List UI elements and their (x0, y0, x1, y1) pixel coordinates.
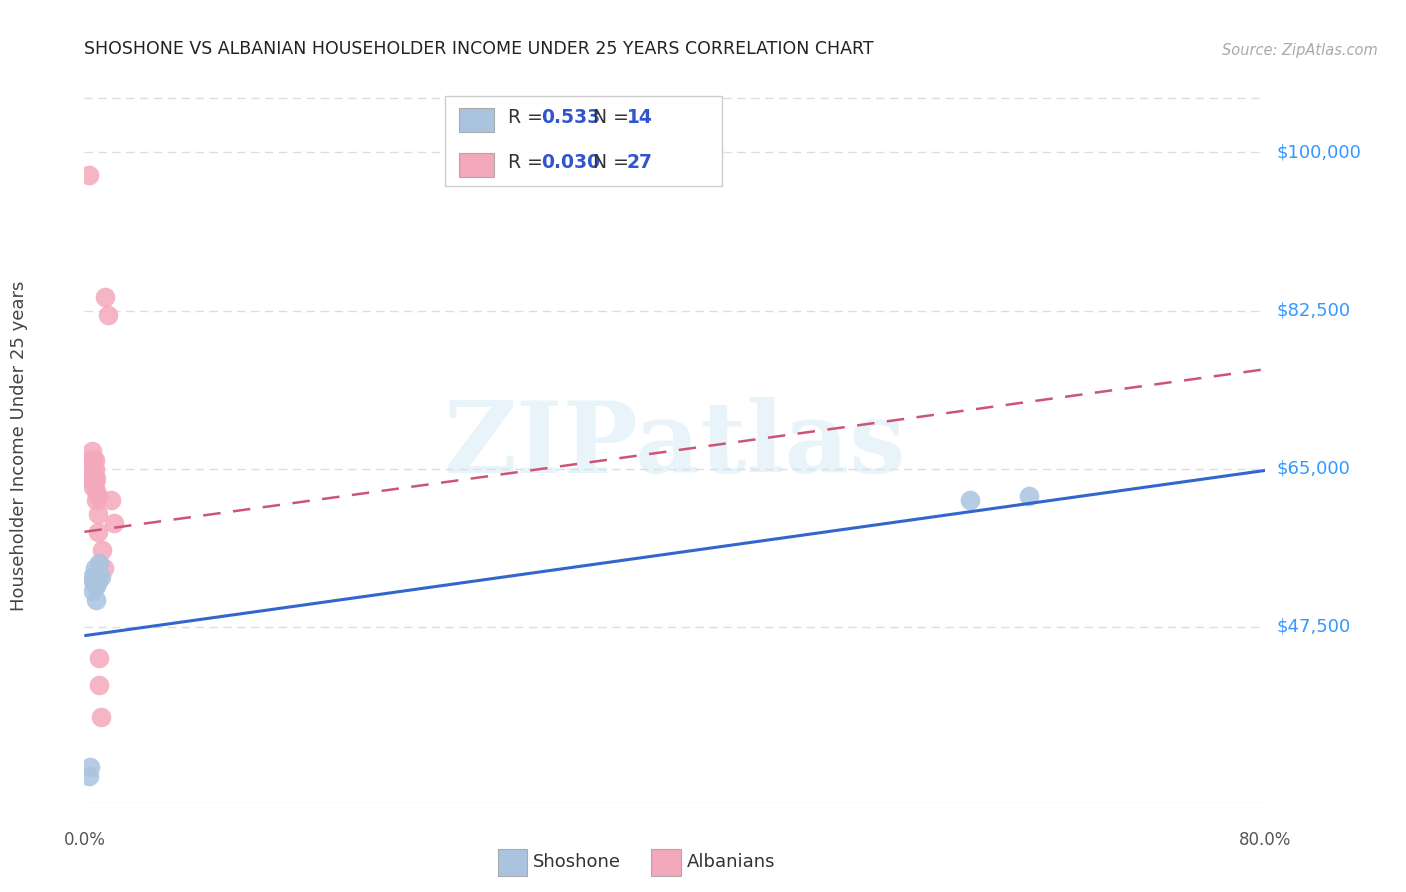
Text: 0.030: 0.030 (541, 153, 600, 172)
Text: 0.533: 0.533 (541, 108, 600, 128)
Text: $100,000: $100,000 (1277, 144, 1361, 161)
Point (80, 470, 103, 484)
Text: 27: 27 (627, 153, 652, 172)
Point (80, 443, 103, 458)
Point (84, 470, 107, 484)
Point (83, 561, 105, 575)
FancyBboxPatch shape (651, 849, 681, 876)
Point (77, 168, 100, 182)
Point (87, 678, 111, 692)
Point (80, 570, 103, 584)
Point (84, 493, 107, 508)
Point (100, 493, 122, 508)
Text: N =: N = (593, 108, 636, 128)
Text: $65,000: $65,000 (1277, 459, 1350, 477)
Text: $47,500: $47,500 (1277, 617, 1351, 636)
Point (959, 493, 981, 508)
Text: SHOSHONE VS ALBANIAN HOUSEHOLDER INCOME UNDER 25 YEARS CORRELATION CHART: SHOSHONE VS ALBANIAN HOUSEHOLDER INCOME … (84, 40, 875, 58)
Point (80, 457, 103, 471)
Text: ZIPatlas: ZIPatlas (444, 398, 905, 494)
Point (94, 290, 117, 304)
Text: 80.0%: 80.0% (1239, 831, 1292, 849)
Point (84, 484, 107, 499)
Point (83, 452, 105, 467)
Point (86, 507, 108, 521)
FancyBboxPatch shape (498, 849, 527, 876)
Text: N =: N = (593, 153, 636, 172)
Text: Albanians: Albanians (686, 853, 775, 871)
Point (82, 583, 104, 598)
Point (82, 480, 104, 494)
Point (86, 524, 108, 539)
Point (84, 592, 107, 607)
Text: Source: ZipAtlas.com: Source: ZipAtlas.com (1222, 43, 1378, 58)
Point (83, 475, 105, 490)
Point (82, 574, 104, 589)
Point (77, 769, 100, 783)
FancyBboxPatch shape (444, 96, 723, 186)
Point (82, 452, 104, 467)
Point (79, 470, 101, 484)
Point (91, 542, 114, 557)
Point (90, 570, 112, 584)
Point (82, 466, 104, 480)
FancyBboxPatch shape (458, 153, 494, 177)
FancyBboxPatch shape (458, 108, 494, 132)
Text: $82,500: $82,500 (1277, 301, 1351, 319)
Text: R =: R = (509, 108, 550, 128)
Point (93, 561, 115, 575)
Point (83, 461, 105, 475)
Point (86, 489, 108, 503)
Point (87, 651, 111, 665)
Text: Householder Income Under 25 years: Householder Income Under 25 years (10, 281, 28, 611)
Point (79, 759, 101, 773)
Text: 14: 14 (627, 108, 652, 128)
Text: 0.0%: 0.0% (63, 831, 105, 849)
Point (84, 579, 107, 593)
Point (103, 516, 125, 530)
Point (87, 557, 111, 571)
Point (97, 308, 120, 322)
Point (79, 452, 101, 467)
Point (90, 710, 112, 724)
Point (83, 570, 105, 584)
Point (1018, 489, 1040, 503)
Text: Shoshone: Shoshone (533, 853, 621, 871)
Text: R =: R = (509, 153, 550, 172)
Point (86, 574, 108, 589)
